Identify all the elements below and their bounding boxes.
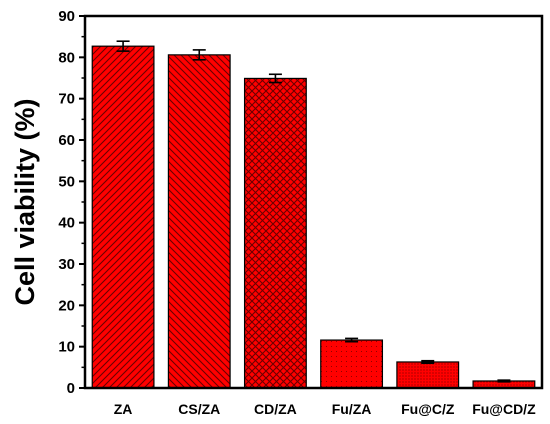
x-tick-label: ZA xyxy=(114,401,133,417)
x-tick-label: CD/ZA xyxy=(254,401,297,417)
error-bars xyxy=(116,40,511,383)
bar-za xyxy=(91,45,155,389)
y-tick-label: 90 xyxy=(58,8,75,25)
y-tick-label: 40 xyxy=(58,215,75,232)
y-axis-ticks: 0 10 20 30 40 50 60 70 80 90 xyxy=(58,8,85,397)
y-tick-label: 0 xyxy=(67,380,75,397)
x-axis-tick-labels: ZA CS/ZA CD/ZA Fu/ZA Fu@C/Z Fu@CD/Z xyxy=(114,401,536,417)
bar-fu-c-z xyxy=(396,361,460,389)
y-tick-label: 60 xyxy=(58,132,75,149)
x-tick-label: Fu@C/Z xyxy=(401,401,455,417)
x-tick-label: Fu/ZA xyxy=(332,401,372,417)
y-tick-label: 80 xyxy=(58,49,75,66)
plot-frame xyxy=(83,14,544,390)
bar-fu-za xyxy=(320,339,384,389)
x-tick-label: CS/ZA xyxy=(178,401,220,417)
y-tick-label: 50 xyxy=(58,173,75,190)
bars xyxy=(91,45,536,389)
x-tick-label: Fu@CD/Z xyxy=(472,401,536,417)
y-tick-label: 10 xyxy=(58,339,75,356)
bar-cs-za xyxy=(167,54,231,389)
y-tick-label: 70 xyxy=(58,91,75,108)
y-axis-title: Cell viability (%) xyxy=(10,98,40,305)
bar-cd-za xyxy=(243,77,307,389)
y-tick-label: 20 xyxy=(58,297,75,314)
y-tick-label: 30 xyxy=(58,256,75,273)
